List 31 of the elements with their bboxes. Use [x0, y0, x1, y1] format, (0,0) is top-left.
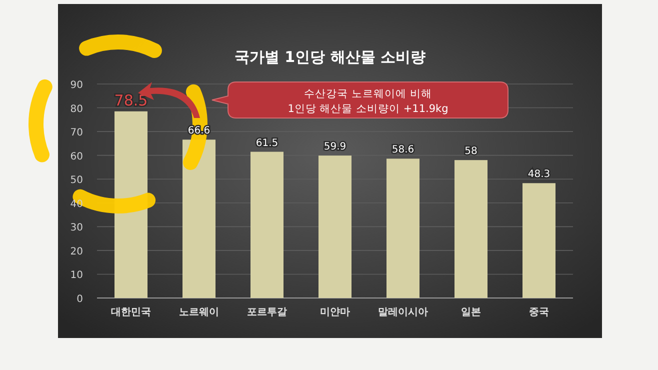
bar: [250, 152, 284, 298]
y-tick-label: 0: [76, 294, 83, 305]
bar: [182, 140, 216, 298]
x-tick-label: 포르투갈: [247, 307, 287, 318]
chart-title: 국가별 1인당 해산물 소비량: [234, 48, 426, 66]
y-tick-label: 60: [70, 151, 83, 162]
x-tick-label: 미얀마: [320, 307, 350, 318]
y-tick-label: 30: [70, 222, 83, 234]
y-tick-label: 90: [70, 80, 83, 91]
x-tick-label: 일본: [461, 307, 481, 318]
x-tick-label: 대한민국: [111, 307, 151, 318]
data-label: 58: [464, 146, 478, 158]
y-tick-label: 70: [70, 128, 83, 139]
x-tick-label: 중국: [529, 307, 549, 318]
x-tick-label: 노르웨이: [179, 307, 219, 318]
bar: [522, 183, 556, 298]
x-tick-label: 말레이시아: [378, 307, 428, 318]
y-tick-label: 50: [70, 175, 83, 186]
y-tick-label: 20: [70, 246, 83, 258]
data-label: 59.9: [324, 142, 346, 153]
y-tick-label: 80: [70, 104, 83, 115]
data-label: 78.5: [114, 91, 148, 110]
y-tick-label: 10: [70, 270, 83, 282]
data-label: 58.6: [392, 144, 414, 156]
annotation: 수산강국 노르웨이에 비해 1인당 해산물 소비량이 +11.9kg: [288, 88, 448, 115]
bar: [454, 160, 488, 298]
data-label: 48.3: [528, 169, 550, 180]
bar: [318, 156, 352, 298]
data-label: 61.5: [256, 138, 278, 149]
bar: [114, 111, 148, 298]
bar: [386, 158, 420, 298]
